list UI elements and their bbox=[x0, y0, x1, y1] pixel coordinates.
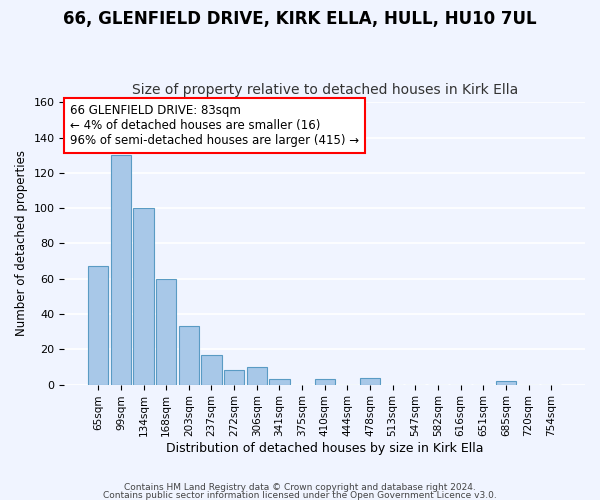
Text: 66, GLENFIELD DRIVE, KIRK ELLA, HULL, HU10 7UL: 66, GLENFIELD DRIVE, KIRK ELLA, HULL, HU… bbox=[63, 10, 537, 28]
Bar bbox=[247, 367, 267, 384]
Bar bbox=[133, 208, 154, 384]
X-axis label: Distribution of detached houses by size in Kirk Ella: Distribution of detached houses by size … bbox=[166, 442, 484, 455]
Bar bbox=[314, 380, 335, 384]
Text: Contains public sector information licensed under the Open Government Licence v3: Contains public sector information licen… bbox=[103, 490, 497, 500]
Bar bbox=[496, 381, 516, 384]
Y-axis label: Number of detached properties: Number of detached properties bbox=[15, 150, 28, 336]
Bar bbox=[269, 380, 290, 384]
Text: Contains HM Land Registry data © Crown copyright and database right 2024.: Contains HM Land Registry data © Crown c… bbox=[124, 483, 476, 492]
Bar bbox=[360, 378, 380, 384]
Bar bbox=[88, 266, 109, 384]
Text: 66 GLENFIELD DRIVE: 83sqm
← 4% of detached houses are smaller (16)
96% of semi-d: 66 GLENFIELD DRIVE: 83sqm ← 4% of detach… bbox=[70, 104, 359, 146]
Bar bbox=[156, 278, 176, 384]
Bar bbox=[111, 156, 131, 384]
Bar bbox=[224, 370, 244, 384]
Bar bbox=[179, 326, 199, 384]
Title: Size of property relative to detached houses in Kirk Ella: Size of property relative to detached ho… bbox=[131, 83, 518, 97]
Bar bbox=[201, 354, 221, 384]
